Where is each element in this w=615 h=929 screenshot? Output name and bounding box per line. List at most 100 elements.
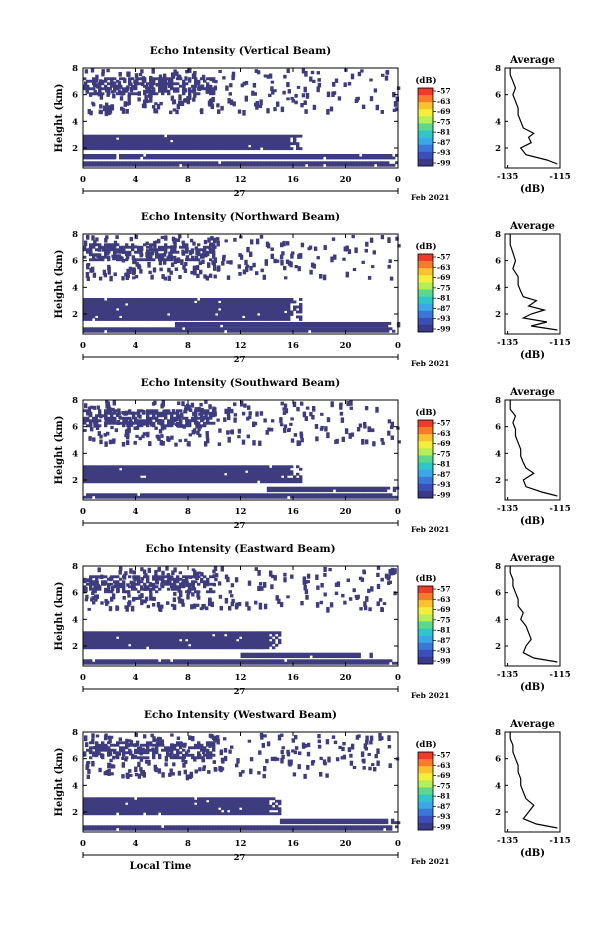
average-x-label: (dB)	[520, 184, 545, 195]
echo-cell	[107, 472, 111, 476]
echo-cell	[134, 411, 138, 415]
echo-cell	[137, 582, 141, 586]
echo-cell	[371, 428, 375, 433]
echo-cell	[110, 633, 114, 637]
echo-cell	[266, 142, 270, 146]
echo-cell	[146, 161, 150, 165]
echo-cell	[164, 416, 168, 420]
echo-cell	[186, 95, 190, 102]
echo-cell	[152, 587, 156, 591]
echo-cell	[388, 259, 392, 263]
echo-cell	[149, 142, 153, 146]
echo-cell	[131, 495, 135, 499]
echo-cell	[95, 643, 99, 647]
echo-cell	[237, 324, 242, 328]
echo-cell	[212, 92, 216, 96]
echo-cell	[134, 477, 138, 481]
echo-cell	[365, 163, 369, 167]
echo-cell	[335, 161, 339, 165]
echo-cell	[278, 318, 282, 321]
echo-cell	[92, 405, 97, 410]
echo-cell	[126, 428, 130, 433]
echo-cell	[242, 142, 246, 146]
echo-cell	[248, 411, 252, 416]
echo-cell	[212, 163, 216, 167]
echo-cell	[133, 426, 137, 431]
echo-cell	[240, 652, 244, 656]
echo-cell	[263, 661, 267, 665]
echo-cell	[188, 631, 192, 635]
echo-cell	[128, 315, 132, 319]
echo-cell	[200, 315, 204, 319]
echo-cell	[283, 428, 287, 433]
echo-cell	[161, 255, 165, 259]
echo-cell	[134, 633, 138, 637]
echo-cell	[118, 72, 122, 77]
echo-cell	[197, 156, 201, 160]
echo-cell	[161, 144, 165, 148]
echo-cell	[350, 493, 354, 497]
echo-cell	[148, 270, 152, 275]
echo-cell	[98, 84, 102, 88]
echo-cell	[239, 308, 243, 311]
echo-cell	[133, 258, 137, 263]
echo-cell	[188, 163, 192, 167]
echo-cell	[101, 72, 105, 77]
echo-cell	[200, 327, 204, 331]
echo-cell	[92, 144, 96, 148]
echo-cell	[266, 636, 270, 640]
echo-cell	[98, 465, 102, 469]
echo-cell	[248, 472, 252, 476]
echo-cell	[200, 87, 204, 91]
echo-cell	[230, 659, 234, 663]
echo-cell	[236, 315, 240, 319]
echo-cell	[124, 272, 129, 277]
echo-cell	[242, 631, 246, 635]
echo-cell	[182, 472, 186, 476]
echo-cell	[288, 324, 293, 328]
echo-cell	[239, 303, 243, 306]
echo-cell	[185, 247, 189, 253]
echo-cell	[140, 661, 144, 665]
echo-cell	[353, 161, 357, 165]
echo-cell	[209, 416, 213, 420]
echo-cell	[176, 575, 180, 579]
echo-cell	[260, 137, 264, 141]
echo-cell	[191, 472, 195, 476]
echo-cell	[203, 641, 207, 645]
echo-cell	[326, 489, 331, 493]
echo-cell	[146, 315, 150, 319]
echo-cell	[278, 495, 282, 499]
echo-cell	[107, 421, 111, 425]
echo-cell	[101, 245, 105, 249]
echo-cell	[219, 322, 224, 325]
echo-cell	[242, 495, 246, 499]
echo-cell	[128, 327, 132, 331]
echo-cell	[287, 661, 291, 665]
echo-cell	[317, 78, 321, 82]
echo-cell	[173, 416, 177, 420]
echo-cell	[294, 652, 298, 656]
echo-cell	[128, 585, 132, 589]
echo-cell	[278, 477, 282, 481]
echo-cell	[374, 327, 378, 331]
echo-cell	[203, 646, 207, 650]
echo-cell	[251, 137, 255, 141]
echo-cell	[113, 163, 117, 167]
echo-cell	[245, 467, 249, 471]
echo-cell	[215, 161, 219, 165]
echo-cell	[280, 259, 284, 266]
echo-cell	[338, 493, 342, 497]
echo-cell	[191, 163, 195, 167]
echo-cell	[146, 580, 150, 584]
echo-cell	[243, 324, 248, 328]
echo-cell	[110, 308, 114, 311]
echo-cell	[296, 493, 300, 497]
echo-cell	[161, 253, 165, 257]
echo-cell	[155, 329, 159, 333]
echo-cell	[89, 267, 93, 273]
echo-cell	[287, 144, 291, 148]
echo-cell	[179, 329, 183, 333]
echo-cell	[309, 412, 313, 417]
echo-cell	[107, 308, 111, 311]
